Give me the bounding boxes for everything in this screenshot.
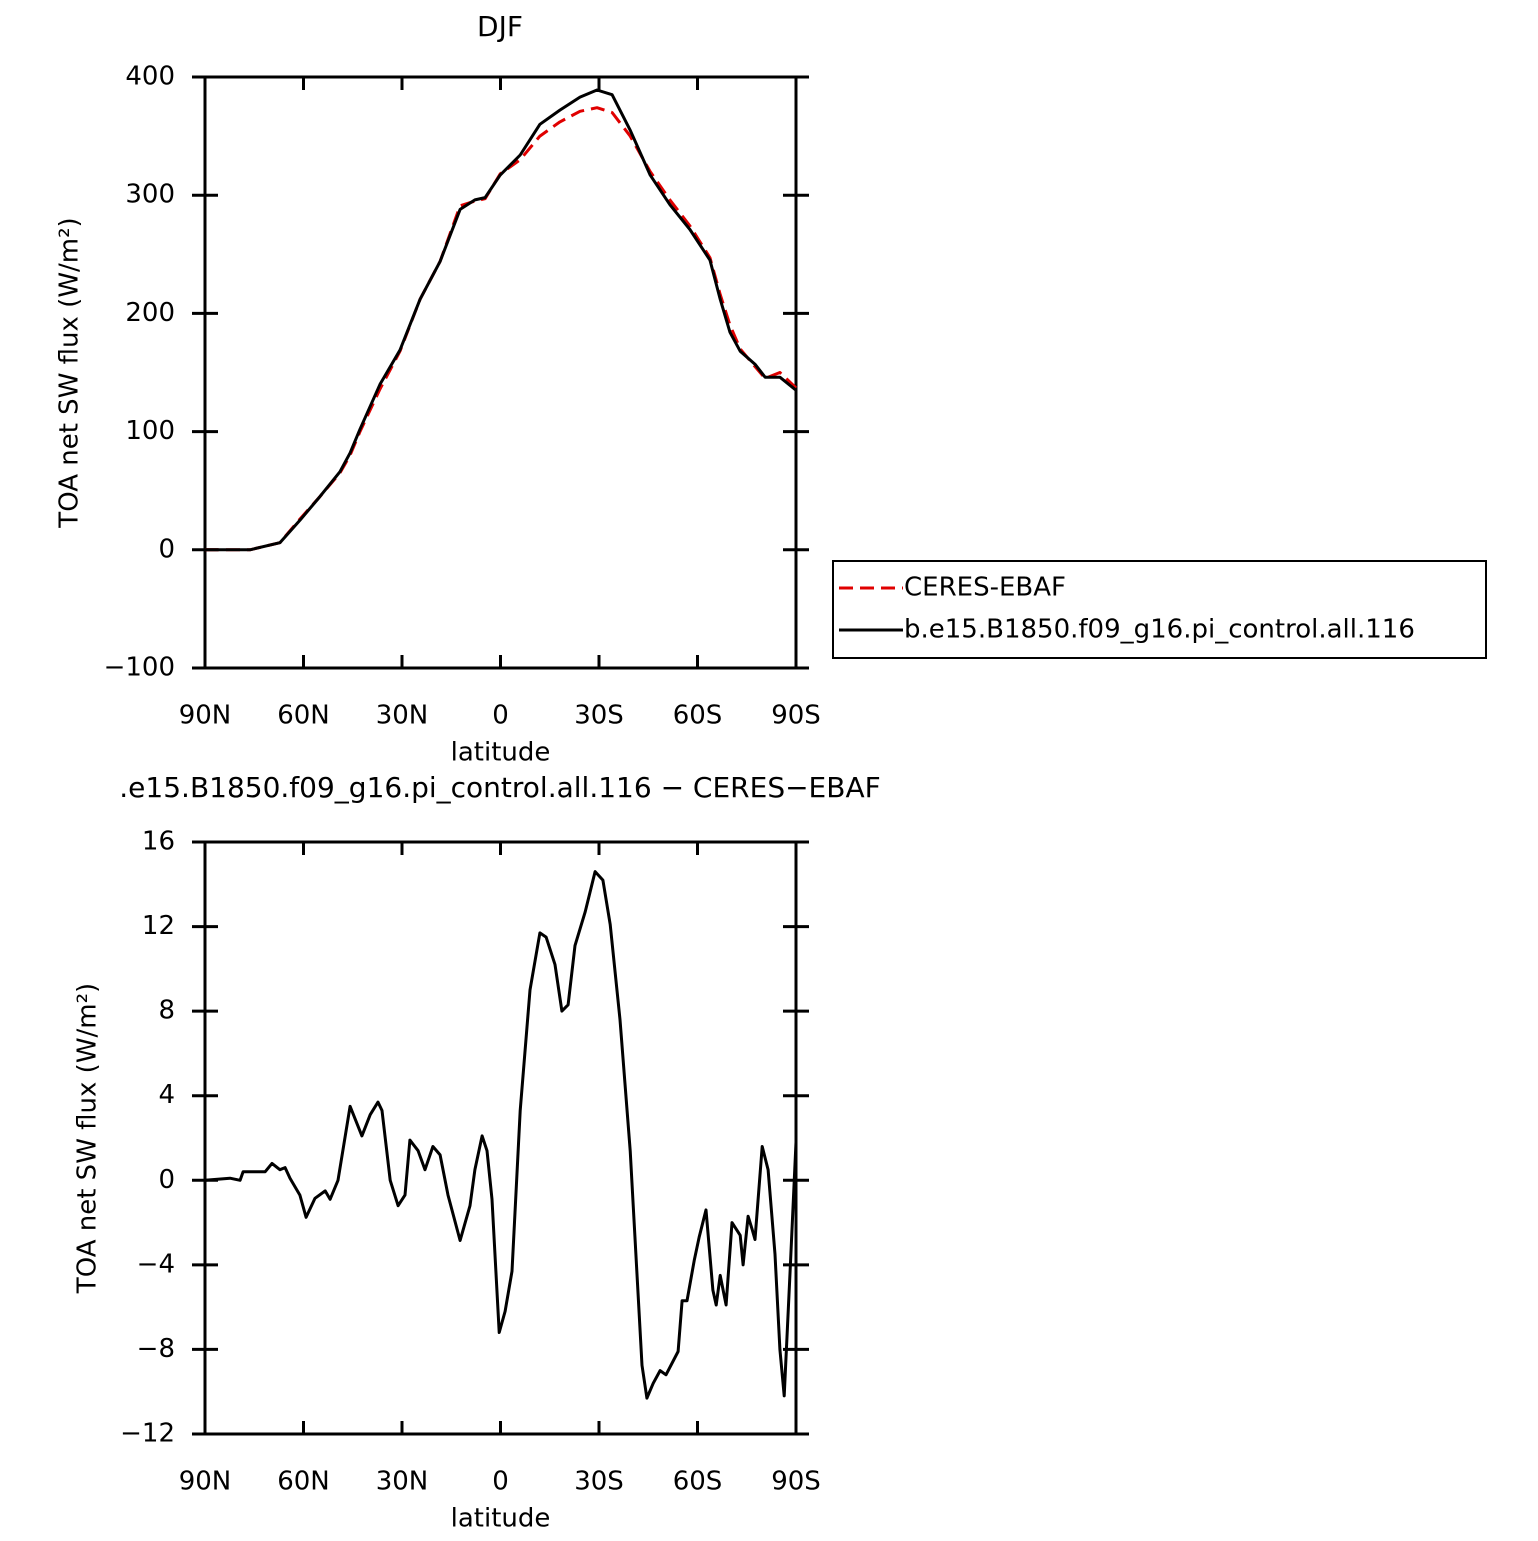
legend-label: CERES-EBAF xyxy=(904,573,1066,603)
y-tick-label: −12 xyxy=(120,1419,175,1449)
x-tick-label: 60N xyxy=(277,701,330,731)
x-tick-label: 0 xyxy=(492,1467,509,1497)
y-tick-label: 4 xyxy=(158,1080,175,1110)
x-tick-label: 60S xyxy=(673,1467,723,1497)
chart-title: .e15.B1850.f09_g16.pi_control.all.116 − … xyxy=(119,771,880,804)
y-tick-label: 200 xyxy=(125,298,175,328)
y-axis-label: TOA net SW flux (W/m²) xyxy=(55,217,85,528)
plot-frame xyxy=(203,840,798,1436)
x-tick-label: 30N xyxy=(376,701,429,731)
data-line xyxy=(204,870,798,1400)
x-tick-label: 30S xyxy=(574,1467,624,1497)
y-tick-label: 400 xyxy=(125,62,175,92)
x-tick-label: 90S xyxy=(771,1467,821,1497)
x-tick-label: 90N xyxy=(179,1467,232,1497)
y-tick-label: 0 xyxy=(158,534,175,564)
legend-label: b.e15.B1850.f09_g16.pi_control.all.116 xyxy=(904,615,1415,645)
x-axis-label: latitude xyxy=(451,1504,551,1534)
legend-box xyxy=(832,560,1487,659)
y-tick-label: 8 xyxy=(158,996,175,1026)
y-tick-label: 0 xyxy=(158,1165,175,1195)
y-axis-label: TOA net SW flux (W/m²) xyxy=(73,983,103,1294)
x-tick-label: 60S xyxy=(673,701,723,731)
y-tick-label: 12 xyxy=(142,911,175,941)
y-tick-label: −4 xyxy=(137,1249,175,1279)
x-tick-label: 90S xyxy=(771,701,821,731)
plot-frame xyxy=(203,75,798,670)
x-tick-label: 30N xyxy=(376,1467,429,1497)
x-tick-label: 60N xyxy=(277,1467,330,1497)
x-tick-label: 90N xyxy=(179,701,232,731)
chart-title: DJF xyxy=(477,10,523,43)
y-tick-label: −8 xyxy=(137,1334,175,1364)
y-tick-label: 16 xyxy=(142,827,175,857)
data-line xyxy=(205,88,797,552)
x-tick-label: 0 xyxy=(492,701,509,731)
x-axis-label: latitude xyxy=(451,738,551,768)
y-tick-label: 100 xyxy=(125,416,175,446)
y-tick-label: −100 xyxy=(104,653,175,683)
x-tick-label: 30S xyxy=(574,701,624,731)
y-tick-label: 300 xyxy=(125,180,175,210)
